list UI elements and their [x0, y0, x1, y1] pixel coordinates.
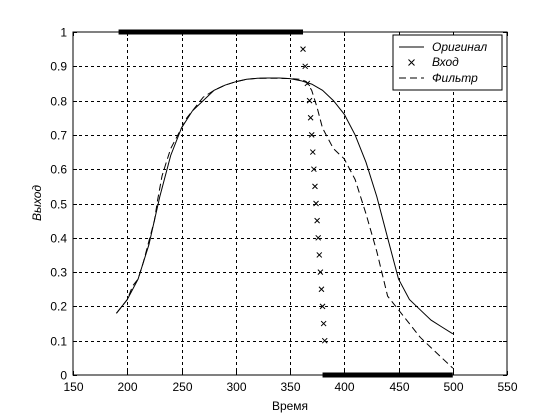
x-tick-label: 400: [334, 380, 354, 394]
legend-label-original: Оригинал: [432, 40, 487, 54]
y-tick-label: 0.9: [50, 60, 67, 74]
series-input-marker: [317, 269, 324, 275]
x-tick-label: 200: [117, 380, 137, 394]
series-input-marker: [302, 63, 309, 70]
series-layer: [116, 46, 454, 369]
x-tick-label: 550: [497, 380, 517, 394]
grid: [73, 32, 507, 375]
y-tick-label: 0.2: [50, 300, 67, 314]
y-axis-label: Выход: [30, 185, 44, 221]
series-input-marker: [314, 217, 320, 224]
x-tick-label: 350: [280, 380, 300, 394]
y-tick-label: 0.1: [50, 335, 67, 349]
series-input-marker: [318, 286, 325, 293]
x-tick-label: 500: [443, 380, 463, 394]
series-input-marker: [316, 252, 323, 258]
y-tick-label: 0.8: [50, 95, 67, 109]
series-input-marker: [319, 303, 326, 310]
legend-label-input: Вход: [432, 55, 459, 69]
x-tick-label: 250: [172, 380, 192, 394]
x-tick-label: 300: [226, 380, 246, 394]
series-input-marker: [312, 183, 318, 190]
series-input-marker: [308, 132, 315, 138]
series-input-marker: [320, 320, 327, 327]
series-input-marker: [321, 337, 328, 344]
y-tick-label: 0: [60, 369, 67, 383]
y-tick-label: 0.5: [50, 198, 67, 212]
legend-swatch-input: [408, 59, 415, 66]
series-input-marker: [300, 46, 306, 53]
x-axis-label: Время: [272, 399, 308, 413]
series-input-marker: [315, 234, 322, 241]
x-tick-label: 150: [63, 380, 83, 394]
series-input-marker: [307, 114, 314, 121]
x-tick-label: 450: [389, 380, 409, 394]
legend-label-filter: Фильтр: [432, 71, 478, 85]
y-tick-label: 0.6: [50, 163, 67, 177]
series-input-marker: [311, 166, 317, 173]
y-tick-label: 1: [60, 26, 67, 40]
ticks: 150 200 250 300 350 400 450 500 550 0 0.1 0.2 0.3 0.4…: [50, 26, 518, 395]
y-tick-label: 0.4: [50, 232, 67, 246]
y-tick-label: 0.3: [50, 266, 67, 280]
series-filter-line: [116, 77, 454, 369]
y-tick-label: 0.7: [50, 129, 67, 143]
legend: Оригинал Вход Фильтр: [392, 34, 503, 91]
series-input-marker: [306, 97, 313, 104]
series-input-marker: [309, 149, 316, 155]
series-input-marker: [313, 200, 319, 207]
